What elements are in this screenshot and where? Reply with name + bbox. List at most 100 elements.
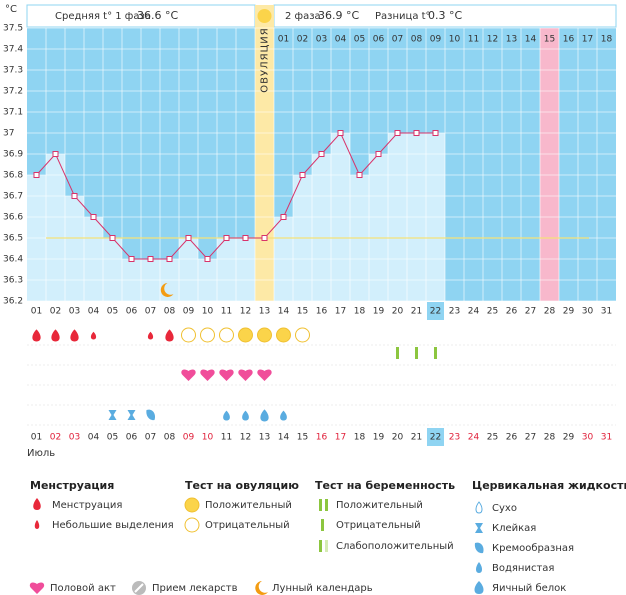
x-tick-label: 29 xyxy=(563,307,575,317)
ovulation-test-icon xyxy=(295,327,310,343)
temp-point xyxy=(242,235,249,241)
legend-item: Положительный xyxy=(336,500,423,511)
cycle-day: 13 xyxy=(506,35,517,45)
y-tick-label: 37.2 xyxy=(3,87,23,97)
ovulation-test-icon xyxy=(238,327,253,343)
x-tick-label: 03 xyxy=(69,307,80,317)
ovulation-test-icon xyxy=(200,327,215,343)
cervical-icon xyxy=(146,409,156,421)
icon xyxy=(255,581,268,595)
temp-bar xyxy=(236,238,255,301)
x-tick-label: 15 xyxy=(297,307,308,317)
icon xyxy=(134,583,144,593)
cycle-day: 02 xyxy=(297,35,308,45)
y-tick-label: 37 xyxy=(3,129,14,139)
x-tick-label: 04 xyxy=(88,307,100,317)
phase1-label: Средняя t° 1 фаза xyxy=(55,11,151,22)
x-tick-label: 21 xyxy=(411,433,422,443)
x-tick-label: 19 xyxy=(373,307,385,317)
x-tick-label: 14 xyxy=(278,433,290,443)
legend-item: Отрицательный xyxy=(336,520,421,531)
y-tick-label: 36.2 xyxy=(3,297,23,307)
diff-label: Разница t° xyxy=(375,11,431,22)
icon xyxy=(34,520,40,529)
x-tick-label: 23 xyxy=(449,307,460,317)
legend-title: Цервикальная жидкость xyxy=(472,479,626,492)
x-tick-label: 20 xyxy=(392,307,404,317)
ovulation-label: ОВУЛЯЦИЯ xyxy=(260,27,271,93)
cervical-icon xyxy=(280,410,287,421)
legend-title: Менструация xyxy=(30,479,114,492)
x-tick-label: 11 xyxy=(221,433,232,443)
x-tick-label: 09 xyxy=(183,433,195,443)
temp-point xyxy=(223,235,230,241)
cycle-day: 01 xyxy=(278,35,289,45)
cycle-day: 07 xyxy=(392,35,403,45)
phase1-value: 36.6 °C xyxy=(137,9,178,22)
cervical-icon xyxy=(127,410,136,420)
temp-point xyxy=(375,151,382,157)
x-tick-label: 28 xyxy=(544,433,556,443)
icon xyxy=(325,499,328,511)
y-unit: °C xyxy=(5,4,17,15)
temp-point xyxy=(280,214,287,220)
cycle-day: 12 xyxy=(487,35,498,45)
icon xyxy=(474,542,484,554)
menstruation-icon xyxy=(51,329,60,342)
icon xyxy=(325,540,328,552)
cycle-day: 10 xyxy=(449,35,461,45)
icon xyxy=(33,498,41,510)
temp-bar xyxy=(217,238,236,301)
x-tick-label: 06 xyxy=(126,433,138,443)
x-tick-label: 13 xyxy=(259,307,270,317)
temp-point xyxy=(394,130,401,136)
x-tick-label: 21 xyxy=(411,307,422,317)
temp-bar xyxy=(46,154,65,301)
y-tick-label: 36.8 xyxy=(3,171,23,181)
temp-point xyxy=(185,235,192,241)
menstruation-icon xyxy=(147,331,154,340)
heart-icon xyxy=(238,369,253,381)
pregnancy-test-icon xyxy=(415,347,418,359)
cycle-day: 03 xyxy=(316,35,327,45)
temp-point xyxy=(356,172,363,178)
y-tick-label: 36.4 xyxy=(3,255,23,265)
x-tick-label: 01 xyxy=(31,433,42,443)
x-tick-label: 02 xyxy=(50,433,61,443)
diff-value: 0.3 °C xyxy=(428,9,462,22)
menstruation-icon xyxy=(165,329,174,342)
cervical-icon xyxy=(260,409,269,422)
phase2-label: 2 фаза xyxy=(285,11,321,22)
y-tick-label: 37.1 xyxy=(3,108,23,118)
cycle-day: 17 xyxy=(582,35,593,45)
temp-bar xyxy=(179,238,198,301)
y-tick-label: 36.3 xyxy=(3,276,23,286)
icon xyxy=(29,582,45,594)
x-tick-label: 17 xyxy=(335,307,346,317)
pregnancy-test-icon xyxy=(396,347,399,359)
x-tick-label: 15 xyxy=(297,433,308,443)
temp-line xyxy=(36,132,436,260)
x-tick-label: 11 xyxy=(221,307,232,317)
cervical-icon xyxy=(108,410,117,420)
icon xyxy=(474,581,484,594)
menstruation-icon xyxy=(70,329,79,342)
x-tick-label: 17 xyxy=(335,433,346,443)
legend-item: Прием лекарств xyxy=(152,583,238,594)
x-tick-label: 25 xyxy=(487,307,498,317)
x-tick-label: 05 xyxy=(107,433,118,443)
legend-item: Яичный белок xyxy=(492,583,566,594)
x-tick-label: 26 xyxy=(506,433,518,443)
temp-point xyxy=(128,256,135,262)
x-tick-label: 18 xyxy=(354,433,366,443)
x-tick-label: 07 xyxy=(145,307,156,317)
x-tick-label: 26 xyxy=(506,307,518,317)
legend-item: Кремообразная xyxy=(492,543,574,554)
x-tick-label: 18 xyxy=(354,307,366,317)
icon xyxy=(319,540,322,552)
heart-icon xyxy=(257,369,272,381)
cycle-day: 04 xyxy=(335,35,347,45)
icon xyxy=(321,519,324,531)
y-tick-label: 36.5 xyxy=(3,234,23,244)
x-tick-label: 22 xyxy=(430,307,441,317)
